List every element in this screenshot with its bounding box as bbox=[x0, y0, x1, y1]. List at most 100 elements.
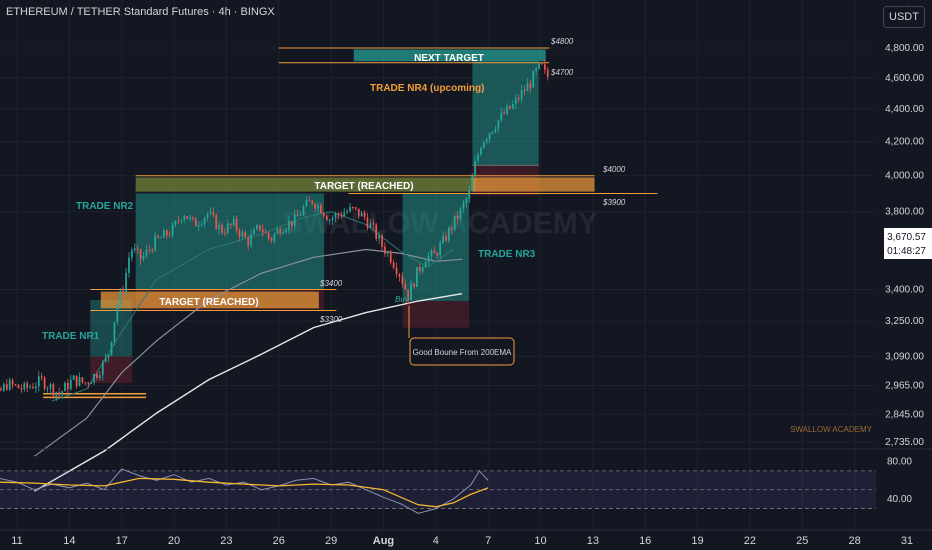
y-axis-tick-label: 3,090.00 bbox=[885, 352, 924, 363]
candle-body bbox=[84, 382, 87, 384]
candle-body bbox=[157, 235, 159, 238]
candle-body bbox=[407, 289, 410, 301]
candle-body bbox=[69, 379, 72, 390]
candle-body bbox=[485, 139, 488, 142]
candle-body bbox=[410, 283, 412, 301]
candle-body bbox=[96, 374, 98, 379]
candle-body bbox=[174, 220, 177, 226]
candle-body bbox=[52, 384, 55, 396]
candle-body bbox=[535, 68, 538, 72]
candle-body bbox=[520, 90, 523, 100]
candle-body bbox=[107, 354, 110, 358]
candle-body bbox=[206, 213, 209, 218]
candle-body bbox=[299, 214, 302, 216]
candle-body bbox=[302, 206, 305, 215]
candle-body bbox=[293, 214, 296, 227]
candle-body bbox=[23, 383, 26, 390]
candle-body bbox=[162, 230, 165, 238]
candle-body bbox=[113, 322, 116, 342]
candle-body bbox=[430, 250, 433, 256]
x-axis-tick-label: 16 bbox=[639, 535, 651, 547]
x-axis-tick-label: 26 bbox=[273, 535, 285, 547]
price-label-3300: $3300 bbox=[319, 315, 343, 324]
trade-nr3-profit-zone bbox=[402, 193, 469, 301]
candle-body bbox=[212, 212, 215, 215]
candle-body bbox=[354, 207, 357, 209]
trade-nr3-label: TRADE NR3 bbox=[478, 249, 536, 260]
candle-body bbox=[40, 376, 43, 378]
candle-body bbox=[424, 262, 427, 268]
candle-body bbox=[256, 225, 258, 230]
candle-body bbox=[75, 375, 78, 386]
candle-body bbox=[366, 217, 369, 228]
x-axis-tick-label: 11 bbox=[11, 535, 22, 547]
currency-button[interactable]: USDT bbox=[883, 6, 925, 28]
candle-body bbox=[160, 237, 162, 239]
candle-body bbox=[314, 203, 316, 209]
candle-body bbox=[395, 267, 398, 275]
x-axis-tick-label: 14 bbox=[63, 535, 75, 547]
candle-body bbox=[67, 382, 69, 390]
candle-body bbox=[523, 90, 526, 91]
candle-body bbox=[450, 227, 453, 230]
candle-body bbox=[308, 199, 311, 201]
candle-body bbox=[133, 248, 136, 250]
x-axis-tick-label: 22 bbox=[744, 535, 756, 547]
candle-body bbox=[462, 203, 465, 209]
candle-body bbox=[197, 225, 200, 227]
candle-body bbox=[488, 133, 491, 140]
candle-body bbox=[543, 64, 546, 70]
candle-body bbox=[194, 218, 197, 227]
candle-body bbox=[215, 214, 218, 230]
candle-body bbox=[148, 249, 151, 251]
candle-body bbox=[244, 232, 247, 238]
candle-body bbox=[453, 215, 456, 230]
candle-body bbox=[49, 384, 52, 389]
candle-body bbox=[3, 384, 5, 391]
price-label-4700: $4700 bbox=[550, 68, 574, 77]
candle-body bbox=[43, 377, 46, 389]
candle-body bbox=[511, 104, 514, 109]
candle-body bbox=[378, 235, 380, 239]
candle-body bbox=[58, 392, 61, 395]
candle-body bbox=[35, 386, 37, 389]
candle-body bbox=[491, 131, 494, 134]
trade-nr1-label: TRADE NR1 bbox=[42, 331, 100, 342]
candle-body bbox=[119, 290, 122, 306]
candle-body bbox=[372, 223, 375, 225]
price-label-4800: $4800 bbox=[550, 37, 574, 46]
candle-body bbox=[78, 377, 81, 386]
bounce-callout-text: Good Boune From 200EMA bbox=[413, 348, 512, 357]
candle-body bbox=[439, 243, 442, 256]
candle-body bbox=[328, 220, 331, 221]
candle-body bbox=[26, 383, 29, 388]
candle-body bbox=[229, 223, 232, 225]
candle-body bbox=[46, 388, 49, 390]
y-axis-tick-label: 4,800.00 bbox=[885, 43, 924, 54]
candle-body bbox=[122, 290, 125, 292]
target-reached-label-2: TARGET (REACHED) bbox=[314, 181, 413, 192]
y-axis-tick-label: 2,845.00 bbox=[885, 409, 924, 420]
rsi-ma-line bbox=[0, 477, 489, 508]
candle-body bbox=[218, 224, 221, 230]
candle-body bbox=[442, 235, 444, 244]
candle-body bbox=[480, 148, 482, 155]
candle-body bbox=[494, 129, 497, 132]
candle-body bbox=[110, 341, 113, 355]
next-target-label: NEXT TARGET bbox=[414, 53, 484, 64]
candle-body bbox=[340, 214, 343, 217]
candle-body bbox=[29, 386, 31, 388]
chart-title: ETHEREUM / TETHER Standard Futures · 4h … bbox=[6, 6, 275, 18]
candle-body bbox=[180, 220, 183, 221]
current-price-tag bbox=[884, 228, 932, 259]
x-axis-tick-label: Aug bbox=[373, 535, 394, 547]
candle-body bbox=[352, 206, 354, 208]
candle-body bbox=[436, 253, 439, 256]
candle-body bbox=[125, 272, 127, 292]
candle-body bbox=[221, 224, 223, 233]
candle-body bbox=[514, 97, 517, 105]
candle-body bbox=[14, 384, 17, 386]
candle-body bbox=[282, 231, 284, 234]
